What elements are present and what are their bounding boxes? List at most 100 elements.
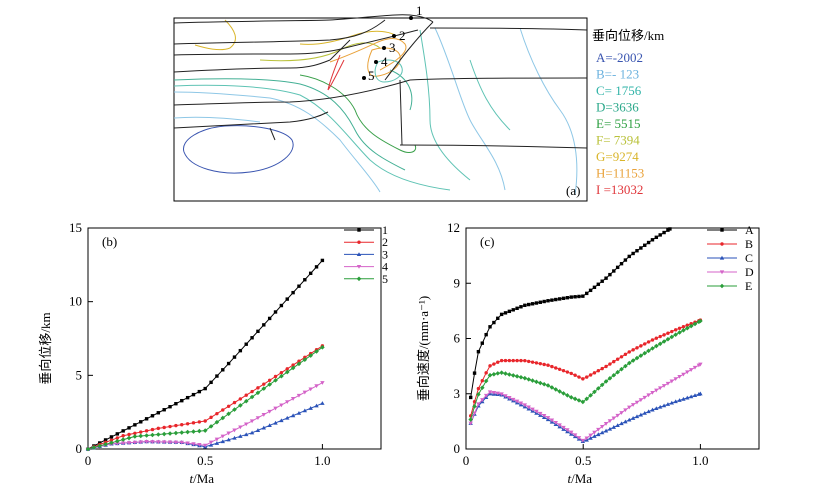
data-point-B xyxy=(496,360,500,364)
data-point-3 xyxy=(232,435,237,440)
legend-marker xyxy=(357,240,361,244)
data-point-2 xyxy=(150,427,155,432)
data-point-3 xyxy=(279,418,284,423)
data-point-4 xyxy=(167,440,173,445)
data-point-5 xyxy=(290,365,296,371)
data-point-B xyxy=(534,361,539,365)
data-point-3 xyxy=(320,401,325,405)
data-point-D xyxy=(619,411,624,415)
data-point-4 xyxy=(314,384,319,389)
contour-line-G1 xyxy=(194,19,236,51)
legend-label: E xyxy=(745,279,752,293)
data-point-D xyxy=(487,390,493,395)
data-point-4 xyxy=(156,440,161,445)
data-point-E xyxy=(549,385,555,390)
data-point-B xyxy=(604,364,608,369)
data-point-4 xyxy=(308,387,313,392)
contour-legend-item-e: E= 5515 xyxy=(596,116,641,131)
data-point-1 xyxy=(291,290,295,295)
data-point-4 xyxy=(255,416,261,421)
data-point-4 xyxy=(138,440,143,445)
data-point-E xyxy=(522,375,528,381)
data-point-E xyxy=(692,321,698,327)
data-point-A xyxy=(581,294,585,298)
contour-line-C2 xyxy=(419,29,471,181)
data-point-D xyxy=(472,411,477,416)
data-point-4 xyxy=(179,440,184,445)
data-point-B xyxy=(561,368,566,373)
data-point-1 xyxy=(273,310,278,314)
data-point-B xyxy=(608,362,612,366)
data-point-A xyxy=(612,269,616,273)
data-point-A xyxy=(573,295,577,299)
data-point-E xyxy=(530,378,535,383)
data-point-B xyxy=(619,355,624,359)
fault-line-6 xyxy=(409,77,588,81)
data-point-5 xyxy=(284,369,290,375)
legend-marker xyxy=(720,242,724,246)
legend-marker xyxy=(356,276,362,282)
contour-legend-item-i: I =13032 xyxy=(596,182,643,197)
x-tick-label: 0 xyxy=(463,453,470,468)
data-point-5 xyxy=(85,446,91,452)
data-point-E xyxy=(580,399,586,405)
data-point-E xyxy=(607,375,613,381)
data-point-C xyxy=(630,416,636,420)
data-point-B xyxy=(662,333,666,337)
data-point-B xyxy=(538,361,543,366)
fault-line-8 xyxy=(399,144,588,149)
data-point-A xyxy=(569,295,573,299)
data-point-4 xyxy=(320,381,325,385)
data-point-A xyxy=(480,341,484,345)
data-point-E xyxy=(572,396,578,402)
data-point-2 xyxy=(256,386,260,390)
data-point-3 xyxy=(290,413,296,418)
data-point-4 xyxy=(150,440,155,444)
data-point-A xyxy=(635,249,639,253)
contour-line-B4 xyxy=(173,116,261,123)
data-point-5 xyxy=(220,415,226,421)
data-point-E xyxy=(611,372,617,378)
y-tick-label: 6 xyxy=(454,331,461,346)
data-point-D xyxy=(468,421,473,426)
data-point-D xyxy=(565,428,570,433)
data-point-E xyxy=(476,392,481,397)
data-point-3 xyxy=(302,408,308,413)
data-point-5 xyxy=(273,378,278,383)
series-line-D xyxy=(470,363,701,442)
data-point-A xyxy=(615,265,620,270)
data-point-D xyxy=(503,394,508,398)
legend-marker xyxy=(356,252,362,256)
data-point-D xyxy=(549,418,555,423)
data-point-3 xyxy=(308,406,313,410)
data-point-1 xyxy=(203,386,207,391)
data-point-A xyxy=(511,308,515,312)
data-point-A xyxy=(623,258,628,262)
data-point-1 xyxy=(156,411,161,415)
data-point-A xyxy=(496,316,500,320)
data-point-B xyxy=(515,358,519,363)
data-point-E xyxy=(623,363,628,369)
contour-line-C1 xyxy=(173,84,451,191)
legend-item-4: 4 xyxy=(344,260,388,274)
data-point-1 xyxy=(209,380,213,385)
x-axis-label: t/Ma xyxy=(190,471,215,486)
data-point-5 xyxy=(109,440,114,446)
data-point-C xyxy=(596,432,601,437)
data-point-D xyxy=(669,379,675,384)
data-point-E xyxy=(650,346,655,351)
data-point-D xyxy=(603,422,609,426)
data-point-B xyxy=(631,348,635,352)
data-point-D xyxy=(698,362,703,367)
data-point-3 xyxy=(220,439,225,444)
point-2-label: 2 xyxy=(399,28,406,43)
data-point-C xyxy=(607,426,613,431)
data-point-1 xyxy=(121,429,125,433)
y-axis-label: 垂向位移/km xyxy=(38,312,53,384)
data-point-4 xyxy=(208,440,214,445)
data-point-1 xyxy=(191,392,196,397)
data-point-3 xyxy=(314,403,319,408)
data-point-2 xyxy=(203,419,207,423)
